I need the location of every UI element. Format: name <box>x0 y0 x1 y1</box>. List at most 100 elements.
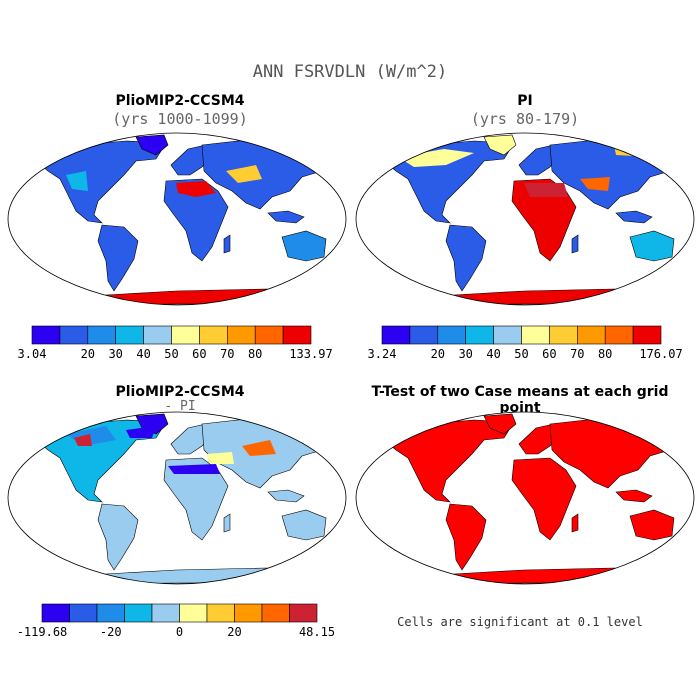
colorbar-tick-label: 70 <box>570 347 585 361</box>
land-australia <box>629 509 675 541</box>
colorbar-swatch <box>227 325 256 345</box>
colorbar-tick-label: 60 <box>542 347 557 361</box>
colorbar-swatch <box>87 325 116 345</box>
colorbar-labels-plio: 3.04 20 30 40 50 60 70 80 133.97 <box>18 347 333 363</box>
land-madagascar <box>571 513 579 533</box>
colorbar-swatch <box>143 325 172 345</box>
land-southAmerica <box>97 503 139 571</box>
figure-title: ANN FSRVDLN (W/m^2) <box>252 62 448 82</box>
field-patch <box>64 295 106 303</box>
colorbar-tick-label: 40 <box>486 347 501 361</box>
colorbar-tick-label: 0 <box>175 625 184 639</box>
field-patch <box>398 149 474 167</box>
field-patch <box>580 177 610 191</box>
colorbar-tick-label: 80 <box>247 347 263 361</box>
colorbar-swatch <box>549 325 578 345</box>
field-patch <box>524 183 568 197</box>
colorbar-tick-label: 3.24 <box>367 347 397 361</box>
colorbar-swatch <box>289 603 318 623</box>
land-indonesia <box>615 489 653 503</box>
land-southAmerica <box>97 224 139 292</box>
land-antarctica <box>45 288 337 305</box>
land-indonesia <box>615 210 653 224</box>
map-outline <box>7 411 347 585</box>
colorbar-tick-label: 3.04 <box>17 347 47 361</box>
land-southAmerica <box>445 224 487 292</box>
colorbar-tick-label: 40 <box>136 347 151 361</box>
land-greenland <box>483 413 517 435</box>
colorbar-tick-label: -119.68 <box>16 625 68 639</box>
colorbar-swatch <box>41 603 70 623</box>
land-indonesia <box>267 210 305 224</box>
colorbar-swatch <box>179 603 208 623</box>
colorbar-swatch <box>604 325 634 345</box>
field-patch <box>74 434 92 446</box>
colorbar-diff <box>41 603 318 623</box>
land-australia <box>281 509 327 541</box>
panel-title-ttest: T-Test of two Case means at each grid po… <box>371 384 669 416</box>
field-patch <box>206 452 234 464</box>
colorbar-tick-label: 50 <box>164 347 179 361</box>
colorbar-tick-label: 176.07 <box>639 347 683 361</box>
panel-title-plio: PlioMIP2-CCSM4 <box>115 93 245 109</box>
colorbar-labels-pi: 3.24 20 30 40 50 60 70 80 176.07 <box>368 347 683 363</box>
panel-subtitle-pi: (yrs 80-179) <box>470 110 580 128</box>
colorbar-swatch <box>69 603 98 623</box>
colorbar-swatch <box>282 325 312 345</box>
panel-title-diff: PlioMIP2-CCSM4 <box>115 384 245 400</box>
land-southAmerica <box>445 503 487 571</box>
colorbar-swatch <box>521 325 550 345</box>
land-greenland <box>135 134 169 156</box>
field-patch <box>176 181 216 197</box>
colorbar-tick-label: 80 <box>597 347 613 361</box>
field-patch <box>66 171 88 191</box>
land-greenland <box>483 134 517 156</box>
colorbar-plio <box>31 325 312 345</box>
colorbar-swatch <box>124 603 153 623</box>
colorbar-tick-label: 30 <box>108 347 123 361</box>
colorbar-swatch <box>493 325 522 345</box>
land-antarctica <box>393 567 685 584</box>
colorbar-swatch <box>59 325 89 345</box>
colorbar-tick-label: 48.15 <box>298 625 336 639</box>
colorbar-swatch <box>96 603 125 623</box>
colorbar-swatch <box>381 325 411 345</box>
colorbar-pi <box>381 325 662 345</box>
colorbar-tick-label: 20 <box>227 625 242 639</box>
colorbar-tick-label: -20 <box>99 625 122 639</box>
colorbar-swatch <box>151 603 180 623</box>
land-australia <box>629 230 675 262</box>
land-madagascar <box>223 234 231 254</box>
land-madagascar <box>571 234 579 254</box>
map-diff <box>7 411 347 585</box>
colorbar-swatch <box>206 603 235 623</box>
colorbar-tick-label: 50 <box>514 347 529 361</box>
colorbar-swatch <box>199 325 228 345</box>
colorbar-swatch <box>254 325 284 345</box>
map-outline <box>7 132 347 306</box>
colorbar-tick-label: 30 <box>458 347 473 361</box>
colorbar-swatch <box>409 325 439 345</box>
significance-note: Cells are significant at 0.1 level <box>397 615 643 629</box>
land-madagascar <box>223 513 231 533</box>
colorbar-swatch <box>437 325 466 345</box>
map-plio <box>7 132 347 306</box>
colorbar-swatch <box>261 603 290 623</box>
colorbar-tick-label: 60 <box>192 347 207 361</box>
land-antarctica <box>45 567 337 584</box>
panel-subtitle-diff: - PI <box>164 399 196 414</box>
map-outline <box>355 132 695 306</box>
field-patch <box>168 464 220 474</box>
map-pi <box>355 132 695 306</box>
colorbar-swatch <box>632 325 662 345</box>
map-ttest <box>355 411 695 585</box>
colorbar-tick-label: 70 <box>220 347 235 361</box>
field-patch <box>614 145 654 157</box>
land-indonesia <box>267 489 305 503</box>
land-greenland <box>135 413 169 435</box>
colorbar-swatch <box>31 325 61 345</box>
map-outline <box>355 411 695 585</box>
panel-subtitle-plio: (yrs 1000-1099) <box>112 110 248 128</box>
field-patch <box>226 165 262 183</box>
field-patch <box>126 426 156 438</box>
